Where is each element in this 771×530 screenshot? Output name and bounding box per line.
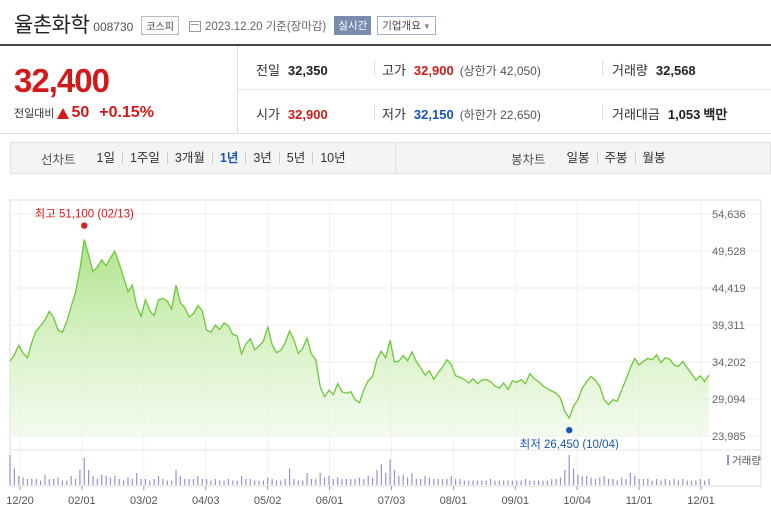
trade-value-unit: 백만 <box>703 107 728 122</box>
divider <box>374 60 375 76</box>
trade-value-value: 1,053 <box>667 107 701 122</box>
line-chart-tabs: 선차트 1일 1주일 3개월 1년 3년 5년 10년 <box>41 143 353 173</box>
line-tab-2[interactable]: 3개월 <box>166 152 212 164</box>
volume-stat: 거래량 32,568 <box>612 60 696 79</box>
y-tick-label: 29,094 <box>712 394 746 406</box>
price-chart[interactable]: 54,636 49,528 44,419 39,311 34,202 29,094 23,9… <box>0 180 771 530</box>
x-tick-label: 12/20 <box>6 495 34 507</box>
market-badge: 코스피 <box>141 16 179 35</box>
line-tab-6[interactable]: 10년 <box>312 152 352 164</box>
summary-row-2: 시가 32,900 저가 32,150 (하한가 22,650) 거래대금 1,… <box>238 90 771 134</box>
candle-tab-2[interactable]: 월봉 <box>634 152 673 164</box>
low-label: 저가 <box>382 107 406 122</box>
x-tick-label: 08/01 <box>440 495 468 507</box>
line-tab-0[interactable]: 1일 <box>96 151 115 165</box>
divider <box>602 104 603 120</box>
candle-tab-0[interactable]: 일봉 <box>566 151 590 165</box>
y-tick-label: 49,528 <box>712 246 746 258</box>
current-price: 32,400 <box>14 62 110 99</box>
x-tick-label: 05/02 <box>254 495 282 507</box>
change-percent: +0.15% <box>99 104 154 121</box>
x-tick-label: 06/01 <box>316 495 344 507</box>
trade-value-label: 거래대금 <box>612 107 660 122</box>
prev-close-label: 전일 <box>256 63 280 78</box>
price-line <box>9 239 710 420</box>
summary-row-1: 전일 32,350 고가 32,900 (상한가 42,050) 거래량 32,… <box>238 46 771 90</box>
price-change: 전일대비 50 +0.15% <box>14 104 154 122</box>
price-area <box>10 239 709 436</box>
y-tick-label: 54,636 <box>712 209 746 221</box>
calendar-icon <box>188 20 201 32</box>
open-label: 시가 <box>256 107 280 122</box>
candle-chart-title: 봉차트 <box>511 152 546 167</box>
realtime-button[interactable]: 실시간 <box>334 16 372 35</box>
line-chart-title: 선차트 <box>41 152 76 167</box>
y-tick-label: 23,985 <box>712 431 746 443</box>
lower-limit: (하한가 22,650) <box>459 108 541 122</box>
change-amount: 50 <box>71 104 90 121</box>
prev-close: 전일 32,350 <box>256 60 328 79</box>
x-tick-label: 04/03 <box>192 495 220 507</box>
company-name: 율촌화학 <box>14 14 90 37</box>
low-value: 32,150 <box>413 107 454 122</box>
x-tick-label: 07/03 <box>378 495 406 507</box>
high-annotation: 최고 51,100 (02/13) <box>35 208 134 221</box>
trade-value-stat: 거래대금 1,053 백만 <box>612 104 727 123</box>
x-tick-label: 02/01 <box>68 495 96 507</box>
volume-value: 32,568 <box>655 63 696 78</box>
candle-tab-1[interactable]: 주봉 <box>596 152 635 164</box>
line-tab-1[interactable]: 1주일 <box>121 152 167 164</box>
company-overview-dropdown[interactable]: 기업개요 ▼ <box>377 16 436 35</box>
prev-close-value: 32,350 <box>287 63 328 78</box>
upper-limit: (상한가 42,050) <box>459 64 541 78</box>
divider <box>374 104 375 120</box>
high-label: 고가 <box>382 63 406 78</box>
day-high: 고가 32,900 (상한가 42,050) <box>382 60 541 79</box>
day-low: 저가 32,150 (하한가 22,650) <box>382 104 541 123</box>
stock-code: 008730 <box>93 19 134 34</box>
line-tab-4[interactable]: 3년 <box>245 152 278 164</box>
price-summary: 32,400 전일대비 50 +0.15% 전일 32,350 고가 32,90… <box>0 44 771 134</box>
as-of-date: 2023.12.20 기준(장마감) <box>204 21 327 33</box>
y-tick-label: 34,202 <box>712 357 746 369</box>
open-value: 32,900 <box>287 107 328 122</box>
x-tick-label: 03/02 <box>130 495 158 507</box>
y-tick-label: 44,419 <box>712 283 746 295</box>
change-label: 전일대비 <box>14 108 55 120</box>
x-tick-label: 10/04 <box>563 495 591 507</box>
line-chart-tabs-box: 선차트 1일 1주일 3개월 1년 3년 5년 10년 <box>11 143 396 173</box>
line-tab-3[interactable]: 1년 <box>211 152 245 164</box>
x-tick-label: 12/01 <box>687 495 715 507</box>
x-tick-label: 09/01 <box>502 495 530 507</box>
company-overview-label: 기업개요 <box>382 20 421 32</box>
chart-period-tabs: 선차트 1일 1주일 3개월 1년 3년 5년 10년 봉차트 일봉 주봉 월봉 <box>10 142 771 174</box>
chart-frame <box>9 199 762 487</box>
volume-label: 거래량 <box>612 63 648 78</box>
y-tick-label: 39,311 <box>712 320 745 332</box>
volume-legend-swatch <box>727 455 729 465</box>
candle-chart-tabs: 봉차트 일봉 주봉 월봉 <box>511 143 673 173</box>
low-marker <box>566 426 573 434</box>
current-price-block: 32,400 전일대비 50 +0.15% <box>0 46 238 134</box>
up-triangle-icon <box>57 107 70 119</box>
line-tab-5[interactable]: 5년 <box>278 152 312 164</box>
low-annotation: 최저 26,450 (10/04) <box>520 438 619 451</box>
high-marker <box>81 222 88 229</box>
divider <box>602 60 603 76</box>
x-tick-label: 11/01 <box>626 495 653 507</box>
high-value: 32,900 <box>413 63 454 78</box>
open-price: 시가 32,900 <box>256 104 328 123</box>
volume-legend-label: 거래량 <box>732 455 761 467</box>
stock-header: 율촌화학 008730 코스피 2023.12.20 기준(장마감) 실시간 기… <box>14 10 436 38</box>
chevron-down-icon: ▼ <box>422 22 431 31</box>
